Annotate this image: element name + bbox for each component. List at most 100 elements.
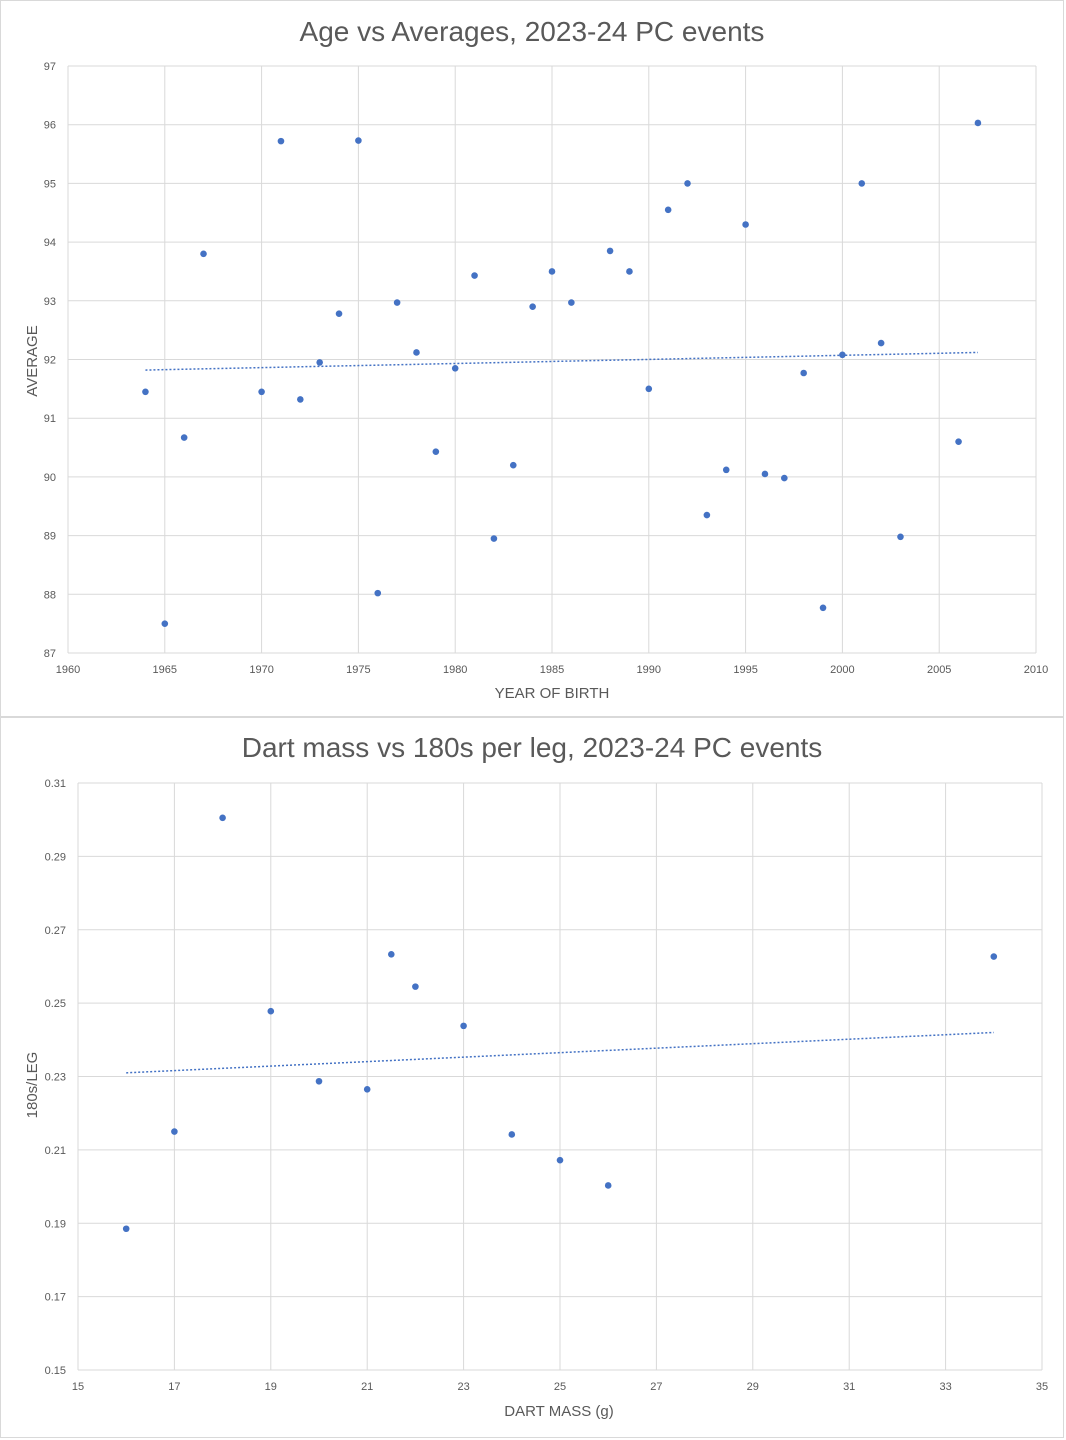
trendline bbox=[126, 1031, 994, 1074]
x-tick-label: 2000 bbox=[830, 664, 854, 676]
data-point bbox=[161, 620, 169, 627]
data-point bbox=[761, 470, 769, 478]
y-tick-label: 0.31 bbox=[45, 778, 66, 790]
data-point bbox=[267, 1007, 275, 1015]
data-point bbox=[490, 535, 498, 542]
data-point bbox=[606, 247, 614, 255]
data-point bbox=[781, 474, 788, 482]
x-tick-label: 21 bbox=[361, 1381, 373, 1393]
data-point bbox=[626, 268, 633, 275]
data-point bbox=[839, 351, 846, 359]
y-tick-label: 97 bbox=[44, 61, 56, 73]
y-tick-label: 0.29 bbox=[45, 851, 66, 863]
data-point bbox=[460, 1022, 467, 1030]
data-point bbox=[548, 268, 556, 275]
y-tick-label: 87 bbox=[44, 648, 56, 660]
chart-panel-age-vs-average: Age vs Averages, 2023-24 PC events YEAR … bbox=[0, 0, 1064, 717]
x-tick-label: 1995 bbox=[733, 664, 757, 676]
x-tick-label: 31 bbox=[843, 1381, 855, 1393]
x-tick-label: 1975 bbox=[346, 664, 370, 676]
x-tick-label: 19 bbox=[265, 1381, 277, 1393]
data-point bbox=[508, 1131, 516, 1138]
data-point bbox=[122, 1225, 130, 1233]
data-point bbox=[556, 1156, 564, 1164]
y-tick-label: 96 bbox=[44, 120, 56, 132]
data-point bbox=[742, 221, 749, 228]
data-point bbox=[974, 119, 982, 127]
y-tick-label: 93 bbox=[44, 296, 56, 308]
y-tick-label: 92 bbox=[44, 355, 56, 367]
data-point bbox=[413, 349, 420, 356]
data-point bbox=[471, 272, 478, 279]
data-point bbox=[529, 303, 536, 310]
chart-title: Age vs Averages, 2023-24 PC events bbox=[300, 16, 765, 47]
data-point bbox=[604, 1182, 612, 1189]
data-point bbox=[800, 369, 807, 377]
x-axis-label: DART MASS (g) bbox=[504, 1403, 613, 1420]
y-tick-label: 0.15 bbox=[45, 1365, 66, 1377]
trendline bbox=[145, 351, 978, 371]
x-tick-label: 1985 bbox=[540, 664, 564, 676]
data-point bbox=[645, 385, 653, 393]
x-tick-label: 1970 bbox=[249, 664, 273, 676]
data-point bbox=[316, 359, 323, 366]
data-point bbox=[722, 466, 730, 474]
y-tick-label: 91 bbox=[44, 413, 56, 425]
data-point bbox=[363, 1086, 371, 1093]
data-point bbox=[990, 953, 998, 960]
data-point bbox=[684, 180, 691, 187]
y-tick-label: 88 bbox=[44, 589, 56, 601]
data-point bbox=[180, 434, 188, 441]
chart-title: Dart mass vs 180s per leg, 2023-24 PC ev… bbox=[242, 732, 823, 763]
data-point bbox=[219, 814, 226, 822]
chart-age-vs-average: Age vs Averages, 2023-24 PC events YEAR … bbox=[24, 16, 1048, 702]
y-tick-label: 0.19 bbox=[45, 1218, 66, 1230]
x-tick-label: 29 bbox=[747, 1381, 759, 1393]
x-tick-label: 27 bbox=[650, 1381, 662, 1393]
x-tick-label: 15 bbox=[72, 1381, 84, 1393]
y-tick-label: 0.27 bbox=[45, 925, 66, 937]
data-point bbox=[819, 604, 827, 612]
data-point bbox=[955, 438, 962, 445]
data-point bbox=[858, 180, 866, 187]
y-tick-label: 90 bbox=[44, 472, 56, 484]
data-point bbox=[258, 388, 265, 396]
data-point bbox=[897, 533, 904, 541]
y-tick-label: 0.23 bbox=[45, 1072, 66, 1084]
x-tick-label: 1980 bbox=[443, 664, 467, 676]
data-point bbox=[703, 511, 711, 519]
y-tick-label: 94 bbox=[44, 237, 56, 249]
y-axis-label: 180s/LEG bbox=[24, 1052, 41, 1119]
data-point bbox=[200, 250, 207, 258]
x-axis-label: YEAR OF BIRTH bbox=[495, 685, 610, 702]
y-tick-label: 89 bbox=[44, 531, 56, 543]
x-tick-label: 1965 bbox=[153, 664, 177, 676]
data-point bbox=[451, 365, 459, 372]
x-tick-label: 23 bbox=[457, 1381, 469, 1393]
y-tick-label: 0.17 bbox=[45, 1292, 66, 1304]
data-point bbox=[393, 299, 401, 306]
data-point bbox=[432, 448, 440, 455]
y-tick-label: 95 bbox=[44, 178, 56, 190]
data-point bbox=[509, 461, 517, 469]
data-point bbox=[277, 137, 285, 145]
x-tick-label: 17 bbox=[168, 1381, 180, 1393]
x-tick-label: 2010 bbox=[1024, 664, 1048, 676]
data-point bbox=[877, 339, 885, 347]
data-point bbox=[388, 951, 395, 958]
data-point bbox=[171, 1128, 178, 1135]
data-point bbox=[142, 388, 149, 396]
y-tick-label: 0.25 bbox=[45, 998, 66, 1010]
data-point bbox=[335, 310, 343, 318]
x-tick-label: 2005 bbox=[927, 664, 951, 676]
data-point bbox=[297, 396, 304, 403]
data-point bbox=[355, 137, 362, 144]
y-tick-label: 0.21 bbox=[45, 1145, 66, 1157]
data-point bbox=[664, 206, 672, 214]
data-point bbox=[315, 1077, 323, 1085]
x-tick-label: 1960 bbox=[56, 664, 80, 676]
x-tick-label: 33 bbox=[939, 1381, 951, 1393]
data-point bbox=[374, 589, 382, 597]
y-axis-label: AVERAGE bbox=[24, 325, 41, 396]
chart-panel-dart-mass-vs-180s: Dart mass vs 180s per leg, 2023-24 PC ev… bbox=[0, 717, 1064, 1438]
